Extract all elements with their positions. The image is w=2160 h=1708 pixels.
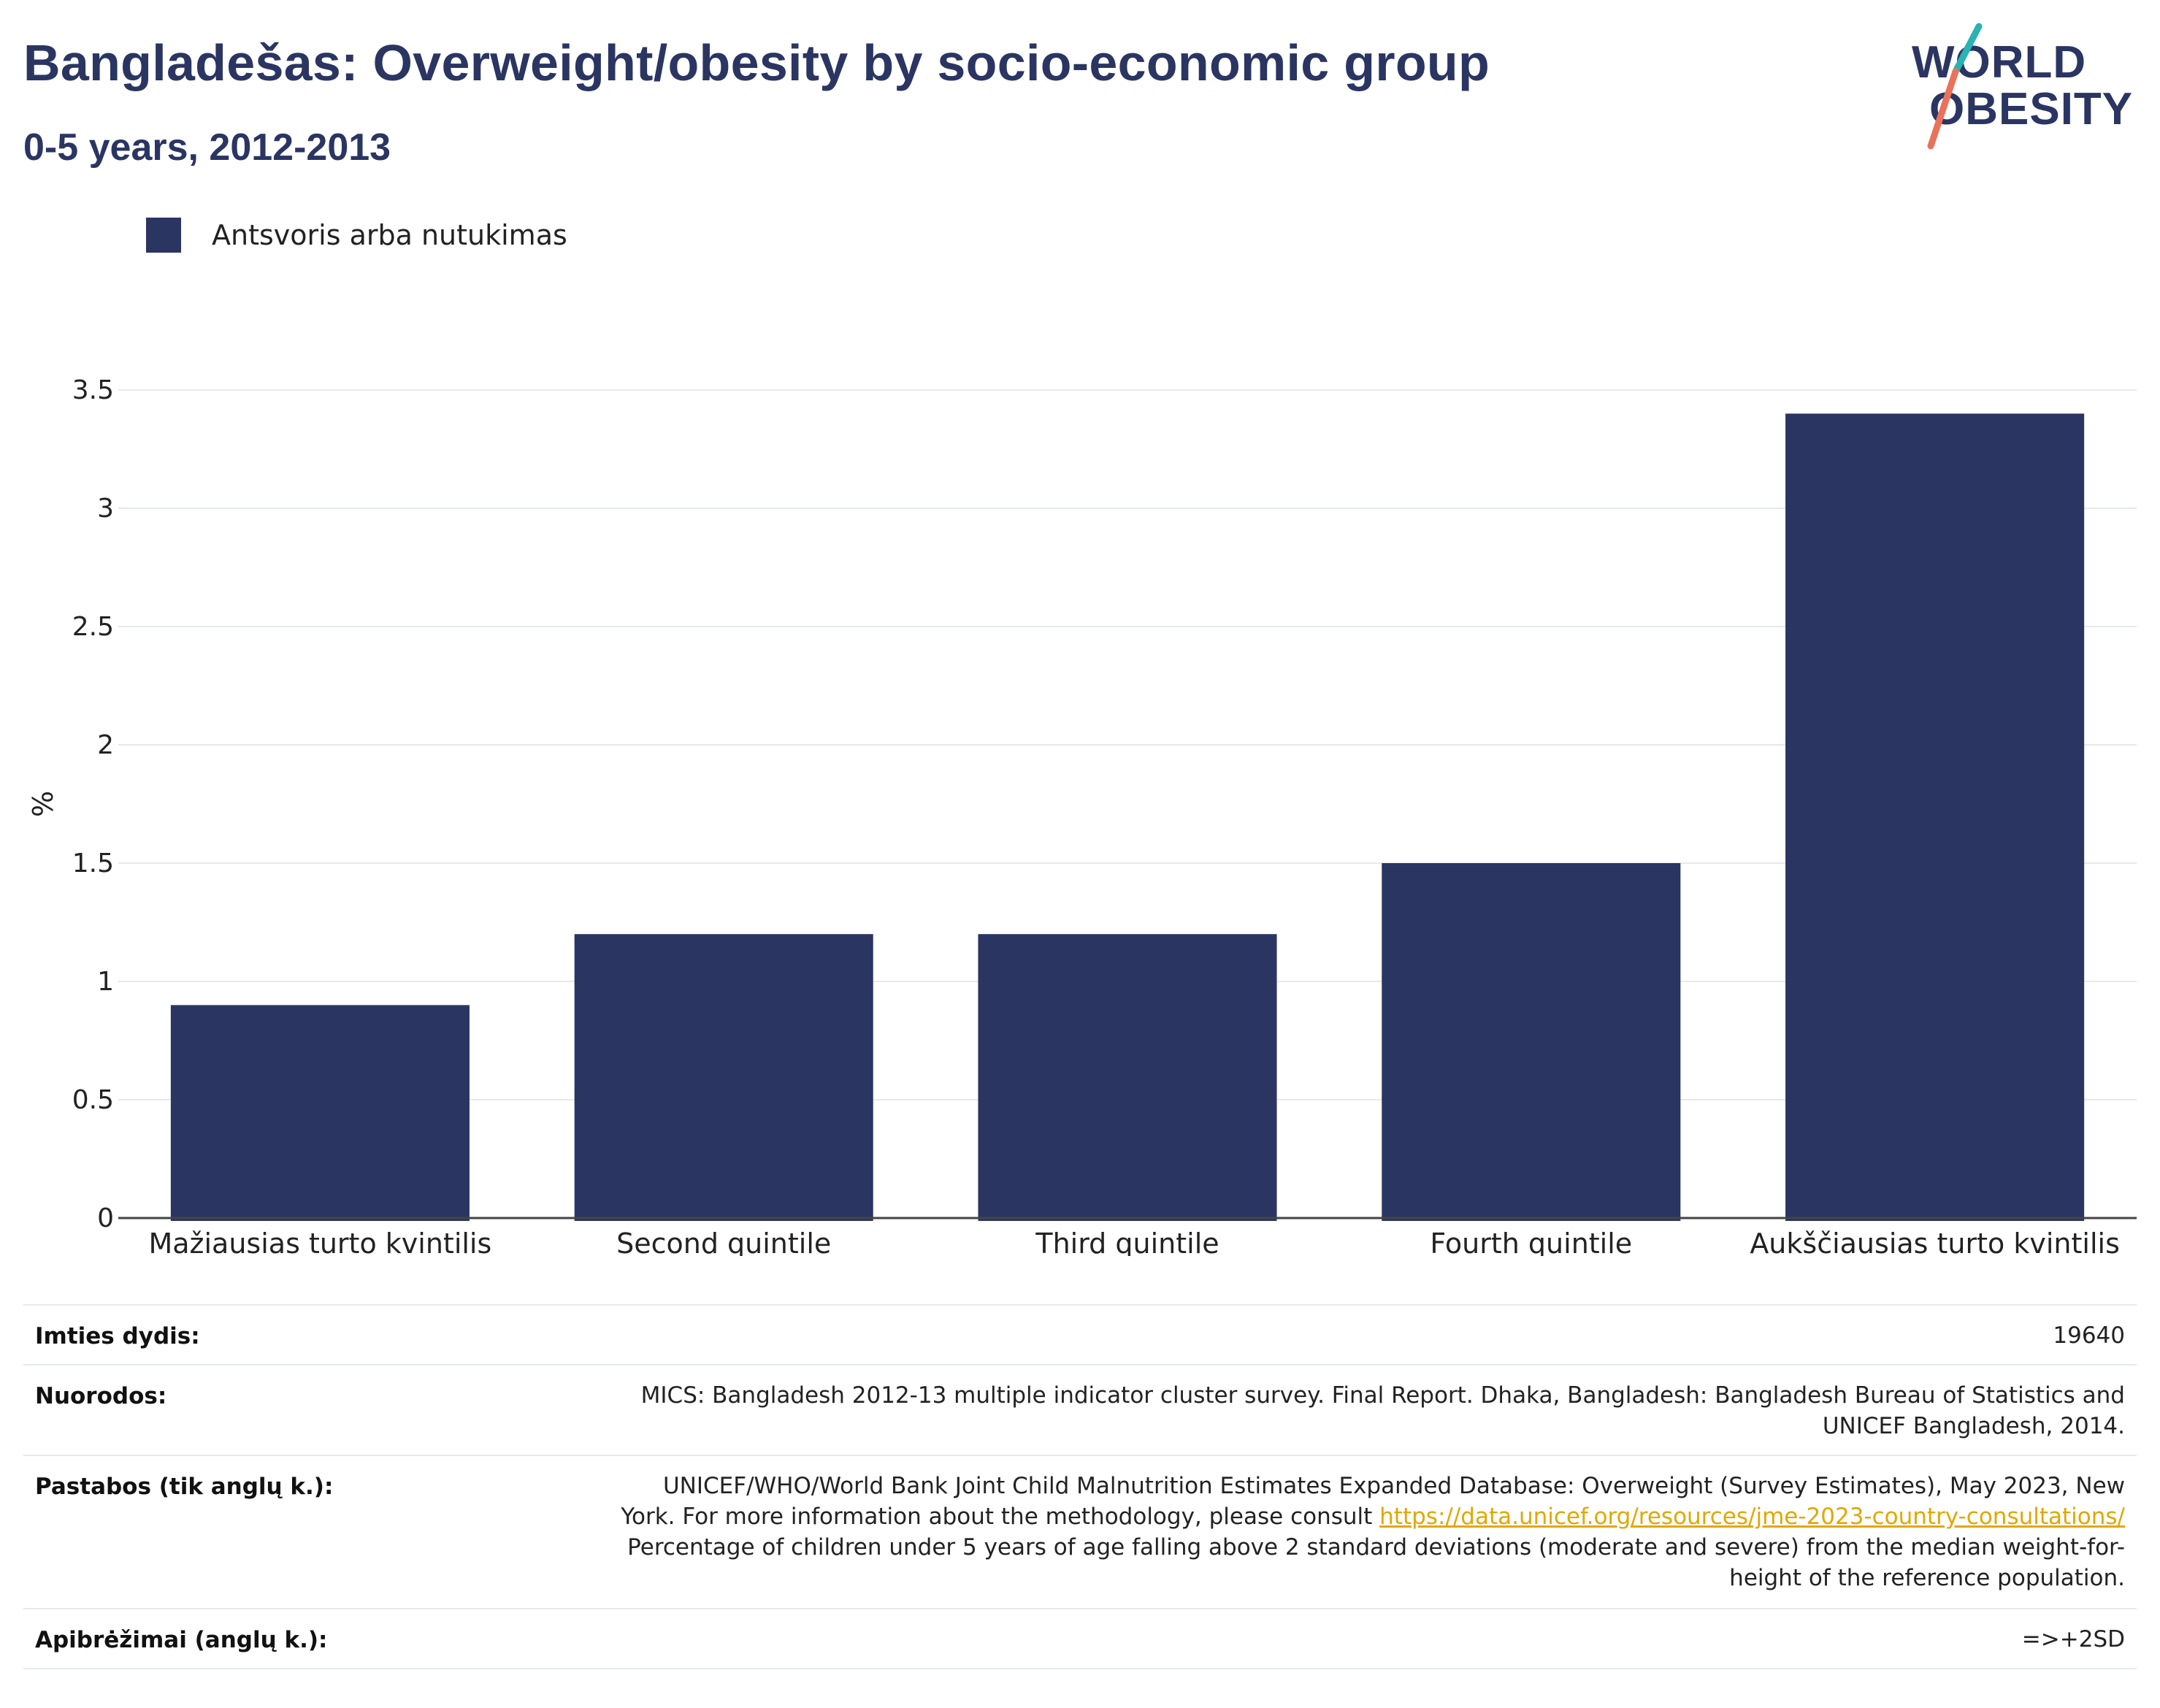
meta-row-definitions: Apibrėžimai (anglų k.): =>+2SD — [23, 1608, 2137, 1669]
y-axis-label: % — [27, 791, 59, 817]
x-tick-label: Aukščiausias turto kvintilis — [1750, 1228, 2120, 1256]
y-tick-label: 3.5 — [72, 375, 114, 405]
logo-line-2: OBESITY — [1929, 84, 2134, 134]
meta-val-notes-line-2-text: York. For more information about the met… — [621, 1504, 1380, 1530]
meta-key-sample: Imties dydis: — [35, 1323, 200, 1349]
y-tick-label: 1 — [97, 967, 114, 997]
bar — [1382, 863, 1681, 1221]
meta-val-notes-line-3: Percentage of children under 5 years of … — [627, 1534, 2125, 1560]
meta-row-notes: Pastabos (tik anglų k.): UNICEF/WHO/Worl… — [23, 1455, 2137, 1608]
methodology-link[interactable]: https://data.unicef.org/resources/jme-20… — [1379, 1504, 2125, 1530]
x-tick-label: Mažiausias turto kvintilis — [148, 1228, 491, 1256]
x-tick-label: Third quintile — [1035, 1228, 1219, 1256]
chart-title: Bangladešas: Overweight/obesity by socio… — [23, 34, 1490, 91]
y-tick-label: 2.5 — [72, 612, 114, 642]
bar — [170, 1005, 470, 1221]
meta-val-references: MICS: Bangladesh 2012-13 multiple indica… — [641, 1380, 2125, 1441]
y-tick-label: 1.5 — [72, 849, 114, 878]
meta-val-definitions: =>+2SD — [2021, 1626, 2125, 1653]
y-tick-label: 3 — [97, 494, 114, 524]
y-tick-label: 2 — [97, 730, 114, 760]
chart-subtitle: 0-5 years, 2012-2013 — [23, 126, 391, 169]
meta-val-notes-line-4: height of the reference population. — [1729, 1565, 2125, 1591]
bar-chart: 0 0.5 1 1.5 2 2.5 3 3.5% Mažiausias turto kvinti… — [27, 375, 2137, 1256]
y-tick-label: 0.5 — [72, 1085, 114, 1115]
bar — [574, 934, 873, 1221]
meta-val-references-line-2: UNICEF Bangladesh, 2014. — [1822, 1413, 2125, 1439]
meta-row-references: Nuorodos: MICS: Bangladesh 2012-13 multi… — [23, 1364, 2137, 1455]
legend: Antsvoris arba nutukimas — [146, 217, 567, 253]
logo-line-1: WORLD — [1912, 37, 2087, 88]
meta-val-references-line-1: MICS: Bangladesh 2012-13 multiple indica… — [640, 1382, 2125, 1409]
meta-row-sample: Imties dydis: 19640 — [23, 1304, 2137, 1364]
meta-val-notes: UNICEF/WHO/World Bank Joint Child Malnut… — [621, 1471, 2125, 1593]
x-tick-label: Fourth quintile — [1430, 1228, 1632, 1256]
meta-key-definitions: Apibrėžimai (anglų k.): — [35, 1627, 328, 1653]
legend-swatch — [146, 218, 181, 253]
meta-val-notes-line-2: York. For more information about the met… — [621, 1501, 2125, 1532]
meta-val-notes-line-1: UNICEF/WHO/World Bank Joint Child Malnut… — [662, 1473, 2125, 1499]
bar — [978, 934, 1277, 1221]
world-obesity-logo: WORLD OBESITY — [1899, 20, 2147, 159]
y-tick-label: 0 — [97, 1203, 114, 1233]
logo-slash-icon — [1927, 23, 1983, 150]
x-tick-label: Second quintile — [616, 1228, 831, 1256]
bar — [1785, 413, 2085, 1221]
meta-val-sample: 19640 — [2053, 1322, 2125, 1349]
metadata-table: Imties dydis: 19640 Nuorodos: MICS: Bang… — [23, 1304, 2137, 1684]
meta-key-references: Nuorodos: — [35, 1383, 167, 1409]
legend-label: Antsvoris arba nutukimas — [212, 219, 567, 251]
meta-key-notes: Pastabos (tik anglų k.): — [35, 1474, 334, 1500]
